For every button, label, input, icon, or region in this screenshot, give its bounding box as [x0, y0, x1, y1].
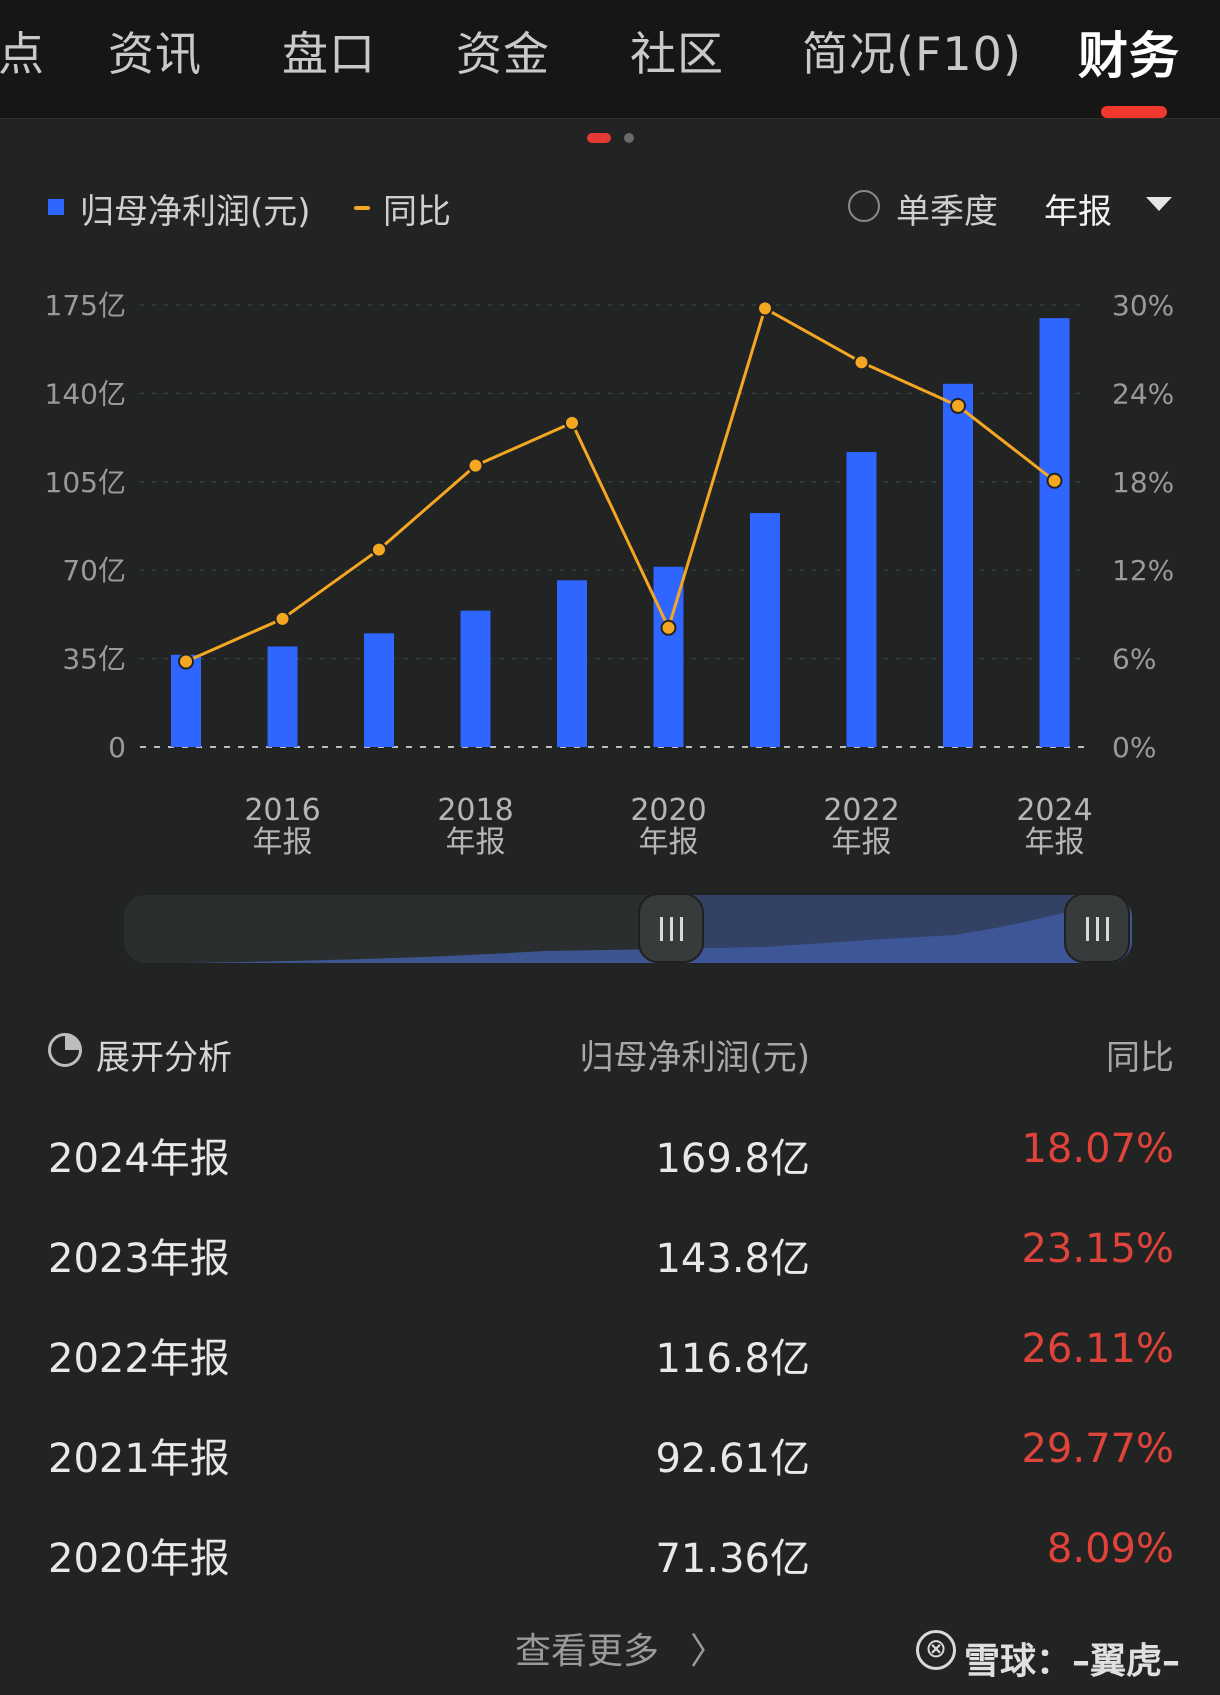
row-value: 143.8亿	[655, 1236, 810, 1282]
table-row[interactable]: 2024年报 169.8亿 18.07%	[0, 1126, 1220, 1226]
row-period: 2022年报	[48, 1336, 230, 1382]
profit-bar	[460, 610, 491, 747]
x-tick-period: 年报	[1025, 825, 1085, 860]
quarter-label[interactable]: 单季度	[896, 192, 998, 232]
profit-bar	[1039, 318, 1070, 747]
x-tick-year: 2016	[244, 793, 320, 828]
yoy-line	[185, 306, 1056, 663]
x-tick-year: 2022	[823, 793, 899, 828]
yoy-point	[178, 653, 194, 670]
page-indicator-inactive	[624, 133, 634, 143]
x-tick-period: 年报	[253, 825, 313, 860]
bar-legend-swatch	[48, 199, 64, 215]
x-tick-period: 年报	[639, 825, 699, 860]
tab-f10-overview[interactable]: 简况(F10)	[802, 27, 1022, 81]
column-header-value: 归母净利润(元)	[579, 1038, 810, 1078]
tab-order-book[interactable]: 盘口	[282, 27, 376, 81]
row-yoy: 18.07%	[1021, 1126, 1174, 1172]
line-legend-label: 同比	[383, 192, 451, 232]
line-legend-swatch	[354, 206, 370, 210]
tab-community[interactable]: 社区	[630, 27, 724, 81]
row-value: 71.36亿	[655, 1536, 810, 1582]
yoy-point	[853, 354, 870, 371]
profit-bar	[846, 451, 877, 747]
snowball-logo-icon: ⊗	[916, 1630, 956, 1670]
active-tab-indicator	[1101, 106, 1167, 118]
y-right-tick: 12%	[1112, 554, 1174, 587]
period-select[interactable]: 年报	[1044, 192, 1112, 232]
yoy-point	[1046, 472, 1063, 489]
x-tick-year: 2024	[1016, 793, 1092, 828]
tab-finance[interactable]: 财务	[1078, 27, 1180, 85]
yoy-point	[950, 397, 966, 414]
table-row[interactable]: 2022年报 116.8亿 26.11%	[0, 1326, 1220, 1426]
row-yoy: 29.77%	[1021, 1426, 1174, 1472]
x-tick-period: 年报	[446, 825, 506, 860]
yoy-point	[660, 619, 677, 636]
yoy-point	[467, 457, 484, 474]
profit-bar	[364, 633, 394, 747]
table-row[interactable]: 2021年报 92.61亿 29.77%	[0, 1426, 1220, 1526]
tab-dian[interactable]: 点	[0, 27, 45, 81]
row-yoy: 26.11%	[1021, 1326, 1174, 1372]
page-indicator-active	[587, 133, 611, 143]
yoy-point	[274, 610, 291, 627]
y-left-tick: 140亿	[45, 377, 126, 410]
y-right-tick: 18%	[1112, 466, 1174, 499]
x-tick-year: 2018	[437, 793, 513, 828]
profit-bar	[171, 654, 201, 747]
row-value: 169.8亿	[655, 1136, 810, 1182]
top-tab-bar: 点 资讯 盘口 资金 社区 简况(F10) 财务	[0, 0, 1220, 119]
yoy-point	[757, 300, 773, 317]
table-row[interactable]: 2020年报 71.36亿 8.09%	[0, 1526, 1220, 1626]
y-right-tick: 6%	[1112, 643, 1156, 676]
y-left-tick: 175亿	[45, 289, 126, 322]
yoy-point	[371, 541, 387, 558]
tab-news[interactable]: 资讯	[108, 27, 202, 81]
profit-bar	[750, 513, 780, 747]
x-tick-period: 年报	[832, 825, 892, 860]
row-value: 92.61亿	[655, 1436, 810, 1482]
pie-chart-icon[interactable]	[48, 1033, 82, 1067]
column-header-yoy: 同比	[1106, 1038, 1174, 1078]
profit-bar	[557, 580, 587, 747]
chevron-right-icon[interactable]: 〉	[690, 1631, 727, 1672]
row-value: 116.8亿	[655, 1336, 810, 1382]
y-right-tick: 0%	[1112, 731, 1156, 764]
x-tick-year: 2020	[630, 793, 706, 828]
y-left-tick: 35亿	[62, 643, 126, 676]
y-left-tick: 70亿	[62, 554, 126, 587]
range-slider[interactable]	[124, 895, 1132, 963]
y-right-tick: 24%	[1112, 377, 1174, 410]
profit-bar	[943, 383, 973, 747]
watermark-text: 雪球：–翼虎–	[964, 1641, 1181, 1682]
yoy-point	[564, 414, 580, 431]
slider-handle-left[interactable]	[638, 893, 704, 963]
row-yoy: 23.15%	[1021, 1226, 1174, 1272]
tab-capital-flow[interactable]: 资金	[456, 27, 550, 81]
row-yoy: 8.09%	[1046, 1526, 1174, 1572]
y-left-tick: 0	[108, 731, 126, 764]
view-more-link[interactable]: 查看更多	[515, 1631, 660, 1672]
profit-chart: 0 0%35亿 6%70亿 12%105亿 18%140亿 24%175亿 30%2016年…	[45, 289, 1175, 860]
row-period: 2021年报	[48, 1436, 230, 1482]
row-period: 2023年报	[48, 1236, 230, 1282]
table-row[interactable]: 2023年报 143.8亿 23.15%	[0, 1226, 1220, 1326]
expand-analysis-button[interactable]: 展开分析	[96, 1038, 232, 1078]
y-right-tick: 30%	[1112, 289, 1174, 322]
profit-bar	[267, 646, 298, 747]
row-period: 2020年报	[48, 1536, 230, 1582]
y-left-tick: 105亿	[45, 466, 126, 499]
bar-legend-label: 归母净利润(元)	[80, 192, 311, 232]
slider-handle-right[interactable]	[1064, 893, 1130, 963]
quarter-radio[interactable]	[848, 190, 880, 222]
row-period: 2024年报	[48, 1136, 230, 1182]
chevron-down-icon[interactable]	[1146, 197, 1172, 211]
